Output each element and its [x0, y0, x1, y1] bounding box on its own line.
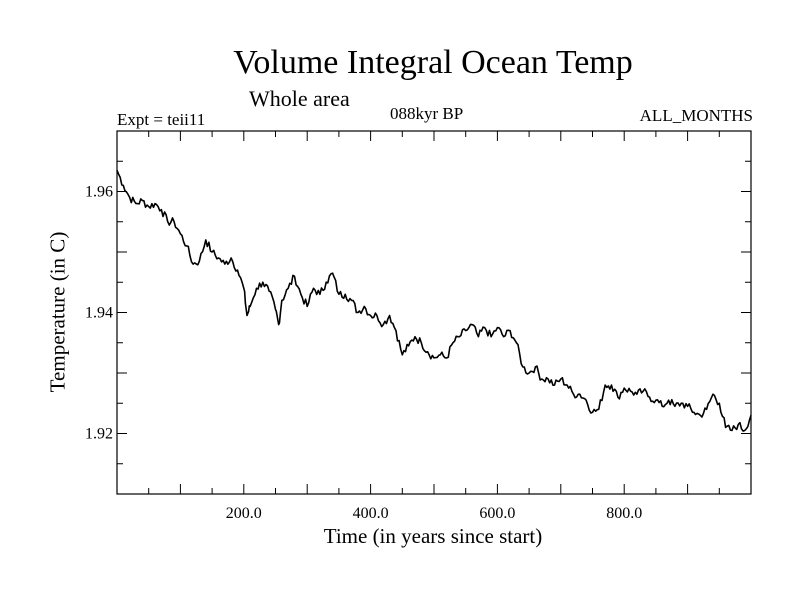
tick-labels: 200.0 400.0 600.0 800.0 1.92 1.94 1.96 [85, 184, 642, 523]
plot-frame [116, 130, 752, 495]
months-label: ALL_MONTHS [639, 106, 753, 125]
y-tick-label: 1.92 [85, 426, 113, 443]
x-tick-label: 400.0 [353, 505, 389, 522]
axis-ticks [117, 131, 751, 494]
chart-title: Volume Integral Ocean Temp [233, 44, 633, 81]
experiment-label: Expt = teii11 [117, 110, 206, 129]
y-tick-label: 1.94 [85, 305, 113, 322]
temperature-series-line [116, 169, 752, 432]
x-tick-label: 800.0 [606, 505, 642, 522]
chart-subtitle: Whole area [249, 86, 350, 111]
x-tick-label: 600.0 [479, 505, 515, 522]
x-tick-label: 200.0 [226, 505, 262, 522]
y-axis-label: Temperature (in C) [45, 231, 70, 393]
period-label: 088kyr BP [390, 104, 464, 123]
y-tick-label: 1.96 [85, 184, 113, 201]
x-axis-label: Time (in years since start) [323, 524, 543, 548]
